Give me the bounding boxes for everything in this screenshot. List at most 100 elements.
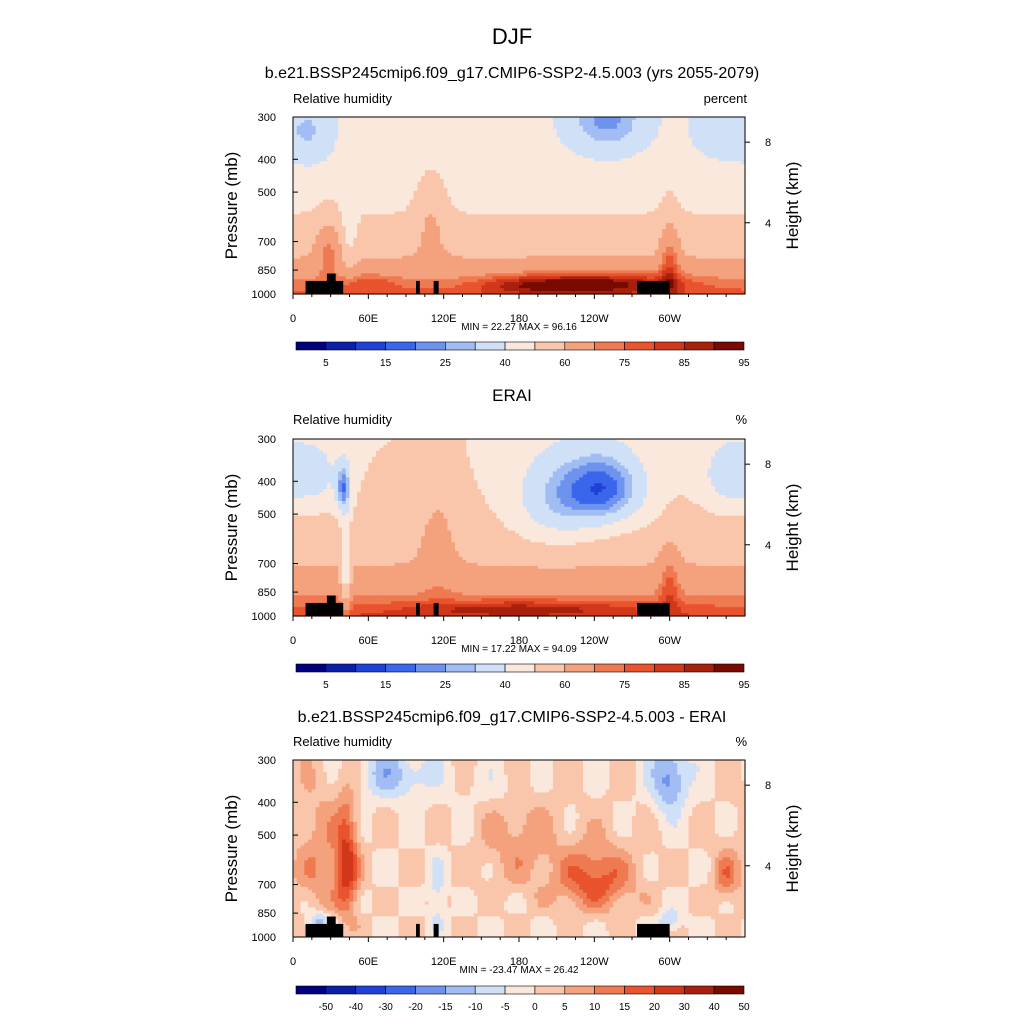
terrain-mask <box>306 924 344 937</box>
height-tick-label: 4 <box>765 861 771 873</box>
colorbar-label: -30 <box>378 1002 393 1013</box>
terrain-mask <box>327 596 336 616</box>
colorbar-label: 5 <box>562 1002 568 1013</box>
panel-title: b.e21.BSSP245cmip6.f09_g17.CMIP6-SSP2-4.… <box>265 65 760 82</box>
colorbar-label: 95 <box>738 358 750 369</box>
x-tick-label: 60E <box>359 635 379 647</box>
colorbar-label: 85 <box>679 680 691 691</box>
colorbar-swatch <box>684 664 714 672</box>
terrain-mask <box>306 603 344 616</box>
y-tick-label: 300 <box>258 755 276 767</box>
colorbar-label: 5 <box>323 358 329 369</box>
colorbar-swatch <box>654 986 684 994</box>
x-tick-label: 0 <box>290 956 296 968</box>
panel-title: b.e21.BSSP245cmip6.f09_g17.CMIP6-SSP2-4.… <box>298 709 727 726</box>
colorbar-label: 40 <box>709 1002 721 1013</box>
contour-field <box>293 760 746 938</box>
y-tick-label: 1000 <box>252 932 276 944</box>
x-tick-label: 120E <box>431 313 457 325</box>
colorbar-swatch <box>386 986 416 994</box>
height-axis-title: Height (km) <box>783 805 802 893</box>
colorbar-label: 40 <box>500 680 512 691</box>
colorbar-swatch <box>386 342 416 350</box>
y-axis-title: Pressure (mb) <box>222 152 241 260</box>
colorbar-label: 75 <box>619 680 631 691</box>
colorbar-label: 15 <box>619 1002 631 1013</box>
colorbar-swatch <box>535 986 565 994</box>
terrain-mask <box>434 603 439 616</box>
colorbar-label: 95 <box>738 680 750 691</box>
colorbar-swatch <box>326 664 356 672</box>
x-tick-label: 120E <box>431 956 457 968</box>
field-label: Relative humidity <box>293 91 392 106</box>
x-tick-label: 120W <box>580 956 609 968</box>
colorbar-swatch <box>535 342 565 350</box>
height-tick-label: 8 <box>765 780 771 792</box>
panel-1: b.e21.BSSP245cmip6.f09_g17.CMIP6-SSP2-4.… <box>222 65 802 369</box>
y-tick-label: 1000 <box>252 289 276 301</box>
colorbar-swatch <box>535 664 565 672</box>
height-tick-label: 4 <box>765 218 771 230</box>
colorbar-label: -20 <box>408 1002 423 1013</box>
colorbar-swatch <box>684 986 714 994</box>
height-axis-title: Height (km) <box>783 484 802 572</box>
terrain-mask <box>327 917 336 937</box>
height-axis-title: Height (km) <box>783 162 802 250</box>
colorbar-swatch <box>415 342 445 350</box>
y-tick-label: 400 <box>258 797 276 809</box>
y-tick-label: 500 <box>258 830 276 842</box>
colorbar-swatch <box>475 342 505 350</box>
x-tick-label: 60W <box>658 635 681 647</box>
colorbar-label: -40 <box>349 1002 364 1013</box>
panel-title: ERAI <box>492 386 532 405</box>
colorbar-swatch <box>475 664 505 672</box>
colorbar-swatch <box>356 342 386 350</box>
colorbar-label: 15 <box>380 680 392 691</box>
colorbar-label: 20 <box>649 1002 661 1013</box>
colorbar-swatch <box>595 664 625 672</box>
field-label: Relative humidity <box>293 734 392 749</box>
colorbar-label: 25 <box>440 358 452 369</box>
terrain-mask <box>637 603 670 616</box>
x-tick-label: 120W <box>580 313 609 325</box>
colorbar-label: 0 <box>532 1002 538 1013</box>
y-tick-label: 850 <box>258 587 276 599</box>
colorbar-swatch <box>595 986 625 994</box>
y-axis-title: Pressure (mb) <box>222 474 241 582</box>
colorbar-label: 15 <box>380 358 392 369</box>
colorbar-swatch <box>595 342 625 350</box>
colorbar: 5 15 25 40 60 75 85 95 <box>296 664 750 691</box>
colorbar-label: 10 <box>589 1002 601 1013</box>
colorbar-swatch <box>326 342 356 350</box>
colorbar-swatch <box>654 342 684 350</box>
x-tick-label: 60W <box>658 313 681 325</box>
x-tick-label: 60W <box>658 956 681 968</box>
colorbar-swatch <box>386 664 416 672</box>
colorbar-swatch <box>625 664 655 672</box>
colorbar-swatch <box>505 664 535 672</box>
colorbar-swatch <box>625 342 655 350</box>
colorbar-label: 60 <box>559 358 571 369</box>
x-tick-label: 60E <box>359 313 379 325</box>
colorbar-swatch <box>445 342 475 350</box>
terrain-mask <box>434 924 439 937</box>
colorbar-swatch <box>415 986 445 994</box>
y-tick-label: 850 <box>258 908 276 920</box>
height-tick-label: 4 <box>765 540 771 552</box>
colorbar-label: -10 <box>468 1002 483 1013</box>
x-tick-label: 120E <box>431 635 457 647</box>
colorbar-swatch <box>445 664 475 672</box>
terrain-mask <box>306 281 344 294</box>
colorbar-swatch <box>654 664 684 672</box>
panel-3: b.e21.BSSP245cmip6.f09_g17.CMIP6-SSP2-4.… <box>222 709 802 1013</box>
min-max-label: MIN = 17.22 MAX = 94.09 <box>461 644 577 655</box>
height-tick-label: 8 <box>765 459 771 471</box>
colorbar-swatch <box>415 664 445 672</box>
y-tick-label: 700 <box>258 237 276 249</box>
colorbar-label: 50 <box>738 1002 750 1013</box>
y-tick-label: 500 <box>258 187 276 199</box>
colorbar-label: 75 <box>619 358 631 369</box>
terrain-mask <box>416 924 420 937</box>
x-tick-label: 120W <box>580 635 609 647</box>
y-tick-label: 300 <box>258 434 276 446</box>
